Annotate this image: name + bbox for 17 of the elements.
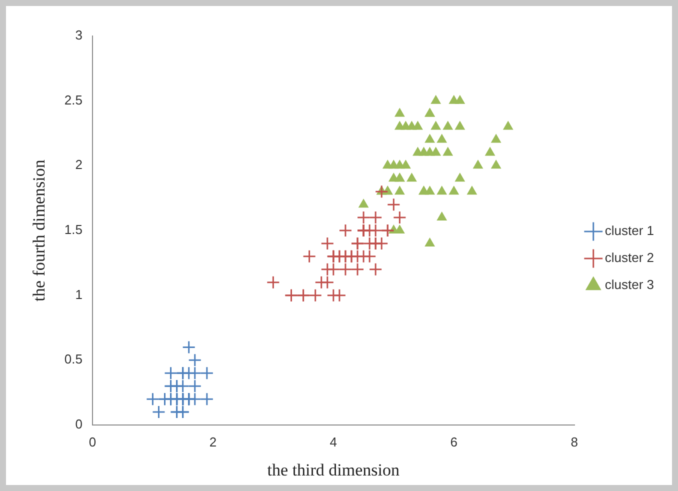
y-tick-label: 1.5 xyxy=(64,222,82,238)
y-tick-label: 0 xyxy=(75,416,82,432)
y-axis-title: the fourth dimension xyxy=(30,159,49,302)
x-tick-label: 2 xyxy=(209,434,217,450)
x-tick-label: 0 xyxy=(88,434,96,450)
legend-label: cluster 2 xyxy=(604,250,654,266)
y-tick-label: 2 xyxy=(75,157,82,172)
x-tick-label: 8 xyxy=(570,434,578,450)
x-axis-title: the third dimension xyxy=(267,460,400,480)
x-tick-label: 4 xyxy=(330,434,338,450)
y-tick-label: 0.5 xyxy=(64,352,82,367)
y-tick-label: 2.5 xyxy=(64,92,82,108)
x-tick-label: 6 xyxy=(450,434,458,450)
legend-label: cluster 3 xyxy=(604,277,654,292)
legend-label: cluster 1 xyxy=(604,223,654,238)
y-tick-label: 3 xyxy=(75,28,82,43)
y-tick-label: 1 xyxy=(75,286,82,302)
